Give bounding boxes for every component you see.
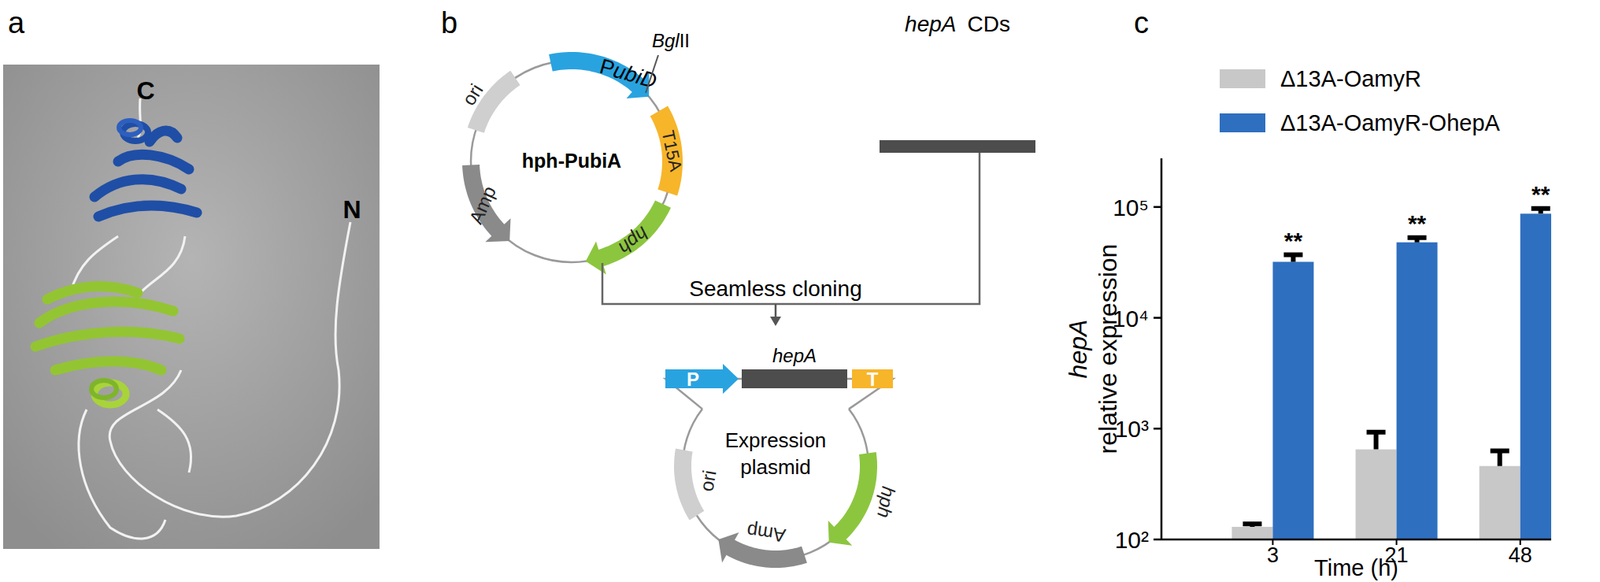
promoter-label: P	[686, 368, 700, 390]
bar-chart: ******10²10³10⁴10⁵32148Time (h)hepArelat…	[1063, 66, 1562, 581]
feature-label: T15A	[658, 128, 686, 174]
beta-strand	[98, 205, 197, 217]
beta-strand	[55, 361, 162, 371]
error-bar	[1283, 255, 1303, 263]
legend-label: Δ13A-OamyR	[1280, 66, 1422, 92]
helix	[91, 380, 117, 398]
y-tick-label: 10²	[1114, 526, 1149, 553]
text-segment: hepA	[904, 11, 956, 37]
feature-label: ori	[457, 80, 487, 110]
panel-label: c	[1133, 6, 1149, 40]
terminator-label: T	[866, 368, 879, 390]
plasmid-name: Expression	[725, 428, 827, 452]
promoter-arrow	[665, 363, 739, 394]
error-bar	[1242, 523, 1262, 527]
y-tick	[1153, 538, 1162, 541]
y-axis	[1160, 158, 1163, 540]
beta-strand	[118, 154, 189, 170]
marker-arrow	[828, 451, 878, 546]
beta-strand	[149, 130, 178, 142]
legend-swatch	[1219, 113, 1266, 133]
loop	[78, 409, 166, 539]
panel-label: a	[7, 6, 26, 40]
bars	[1231, 208, 1552, 540]
plasmid-name: hph-PubiA	[522, 149, 622, 172]
error-bar	[1490, 451, 1510, 467]
x-axis	[1161, 538, 1552, 541]
feature-label: hph	[614, 222, 653, 260]
site-pointer	[645, 55, 659, 93]
gene-label: hepA	[772, 344, 817, 367]
terminus-label: N	[342, 195, 361, 224]
protein-structure	[35, 98, 351, 539]
y-axis-label: hepA	[1063, 319, 1093, 379]
error-bar	[1531, 208, 1551, 215]
beta-strand	[39, 301, 174, 323]
text-segment: II	[679, 29, 690, 52]
x-axis-label: Time (h)	[1314, 555, 1399, 581]
marker-arrow	[585, 200, 671, 275]
y-axis-label: relative expression	[1093, 244, 1123, 455]
arrow-head	[770, 316, 782, 326]
arrow-shaft	[774, 303, 778, 319]
step-label: Seamless cloning	[688, 276, 862, 301]
connector	[602, 152, 980, 304]
loop	[157, 409, 192, 473]
terminus-label: C	[136, 76, 155, 105]
site-label: BglII	[651, 29, 690, 52]
beta-strand	[94, 179, 182, 197]
feature-label: Amp	[745, 519, 788, 547]
bar	[1479, 466, 1521, 540]
promoter-label: PubiD	[596, 54, 660, 93]
structure-background	[3, 64, 380, 549]
insert-bar	[879, 140, 1036, 153]
y-tick	[1153, 316, 1162, 319]
significance-label: **	[1284, 227, 1304, 254]
y-tick-label: 10⁵	[1112, 194, 1149, 221]
panel-label: b	[440, 6, 458, 40]
text-segment: Bgl	[651, 29, 680, 52]
y-tick	[1153, 427, 1162, 430]
y-tick	[1153, 206, 1162, 209]
x-tick-label: 48	[1508, 543, 1533, 567]
plasmid-name: plasmid	[740, 455, 812, 479]
error-bar	[1407, 237, 1427, 243]
vector-map: PubiDBglII T15A hph Amp ori hph-PubiA hepA CDs S…	[457, 11, 1036, 568]
legend-label: Δ13A-OamyR-OhepA	[1280, 110, 1501, 136]
significance-label: **	[1407, 210, 1427, 237]
helix	[94, 382, 126, 405]
loop	[141, 236, 186, 292]
significance-label: **	[1531, 181, 1551, 208]
text-segment: CDs	[966, 11, 1010, 37]
gene-block	[741, 369, 848, 389]
beta-strand	[35, 331, 180, 347]
helix	[118, 120, 141, 135]
legend-swatch	[1219, 69, 1266, 89]
error-bar	[1366, 432, 1386, 450]
insert-label: hepA CDs	[904, 11, 1011, 37]
bar	[1355, 449, 1397, 540]
feature-label: ori	[695, 468, 720, 493]
bar	[1520, 213, 1552, 540]
bar	[1396, 242, 1438, 540]
resistance-arrow	[462, 164, 511, 242]
feature-label: Amp	[464, 182, 500, 227]
feature-label: hph	[873, 485, 900, 520]
bar	[1272, 261, 1314, 540]
x-tick-label: 3	[1266, 543, 1279, 567]
bar	[1231, 526, 1273, 540]
beta-strand	[47, 286, 138, 300]
figure: a C Nb PubiDBglII T15A hph Amp ori hph-PubiA hepA…	[0, 0, 1600, 582]
